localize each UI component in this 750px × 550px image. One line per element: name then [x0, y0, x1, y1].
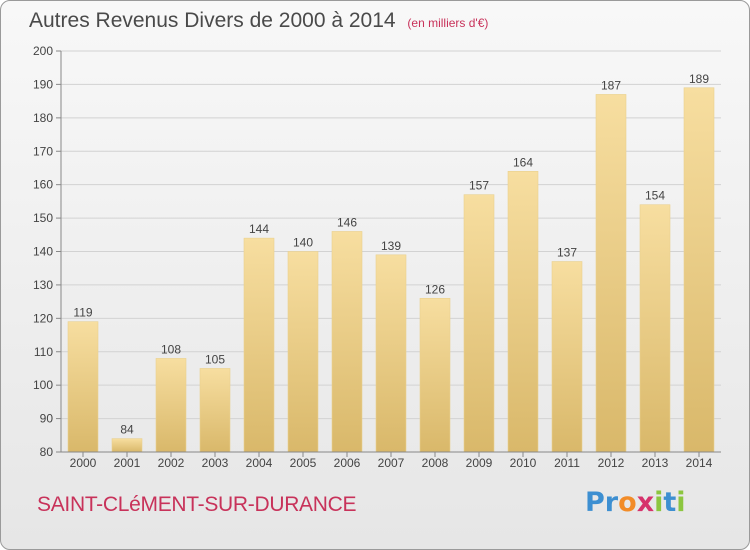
y-tick-label: 100: [33, 378, 53, 392]
x-tick-label: 2012: [598, 456, 625, 470]
y-tick-label: 170: [33, 144, 53, 158]
logo-letter: i: [676, 487, 686, 518]
bar: [243, 237, 275, 453]
data-label: 137: [557, 246, 577, 260]
logo-letter: x: [636, 487, 655, 518]
x-tick-label: 2004: [246, 456, 273, 470]
y-axis-ticks: 80 90 100 110 120 130 140 150 160 170 180 190 200: [33, 44, 61, 459]
x-tick-label: 2003: [202, 456, 229, 470]
bar: [683, 87, 715, 453]
bar: [507, 171, 539, 453]
bar: [67, 321, 99, 453]
y-tick-label: 80: [40, 445, 54, 459]
logo-letter: o: [618, 487, 637, 518]
title-text: Autres Revenus Divers de 2000 à 2014: [29, 9, 396, 32]
bar: [595, 94, 627, 453]
y-tick-label: 120: [33, 311, 53, 325]
bar: [375, 254, 407, 453]
bar: [551, 261, 583, 453]
data-label: 105: [205, 352, 225, 366]
y-tick-label: 110: [34, 345, 53, 359]
data-label: 119: [73, 306, 92, 320]
x-axis-ticks: 2000 2001 2002 2003 2004 2005 2006 2007 2008 2009…: [70, 452, 713, 470]
x-tick-label: 2001: [114, 456, 141, 470]
y-tick-label: 200: [33, 44, 53, 58]
x-tick-label: 2011: [554, 456, 580, 470]
data-label: 189: [689, 72, 709, 86]
bar: [331, 231, 363, 453]
data-label: 164: [513, 155, 533, 169]
x-tick-label: 2000: [70, 456, 97, 470]
data-label: 144: [249, 222, 269, 236]
y-tick-label: 160: [33, 178, 53, 192]
bar: [287, 251, 319, 453]
bar: [419, 297, 451, 453]
y-tick-label: 90: [40, 412, 54, 426]
x-tick-label: 2008: [422, 456, 449, 470]
axes: [60, 51, 721, 453]
logo-letter: r: [604, 487, 619, 518]
data-label: 157: [469, 179, 489, 193]
data-label: 139: [381, 239, 401, 253]
x-tick-label: 2007: [378, 456, 405, 470]
y-tick-label: 130: [33, 278, 53, 292]
bar: [111, 438, 143, 453]
logo-letter: P: [585, 487, 605, 518]
proxiti-logo: Proxiti: [585, 487, 686, 518]
bar: [463, 194, 495, 453]
logo-letter: i: [654, 487, 664, 518]
bar: [639, 204, 671, 453]
x-tick-label: 2014: [686, 456, 713, 470]
x-tick-label: 2013: [642, 456, 669, 470]
y-tick-label: 180: [33, 111, 53, 125]
bar: [155, 358, 187, 453]
y-tick-label: 140: [33, 245, 53, 259]
y-tick-label: 190: [33, 77, 53, 91]
title-unit: (en milliers d'€): [407, 16, 489, 30]
logo-letter: t: [663, 487, 677, 518]
bars: [67, 87, 715, 453]
data-label: 146: [337, 215, 357, 229]
data-label: 187: [601, 78, 621, 92]
data-label: 154: [645, 189, 665, 203]
data-labels: 119 84 108 105 144 140 146 139 126 157 164 137 187 15…: [73, 72, 709, 437]
commune-name: SAINT-CLéMENT-SUR-DURANCE: [37, 493, 357, 516]
data-label: 126: [425, 282, 445, 296]
x-tick-label: 2002: [158, 456, 185, 470]
x-tick-label: 2005: [290, 456, 317, 470]
x-tick-label: 2009: [466, 456, 493, 470]
x-tick-label: 2010: [510, 456, 537, 470]
data-label: 108: [161, 342, 181, 356]
data-label: 140: [293, 236, 313, 250]
data-label: 84: [120, 423, 134, 437]
y-tick-label: 150: [33, 211, 53, 225]
bar: [199, 368, 231, 453]
chart-title: Autres Revenus Divers de 2000 à 2014 (en…: [29, 9, 488, 33]
x-tick-label: 2006: [334, 456, 361, 470]
